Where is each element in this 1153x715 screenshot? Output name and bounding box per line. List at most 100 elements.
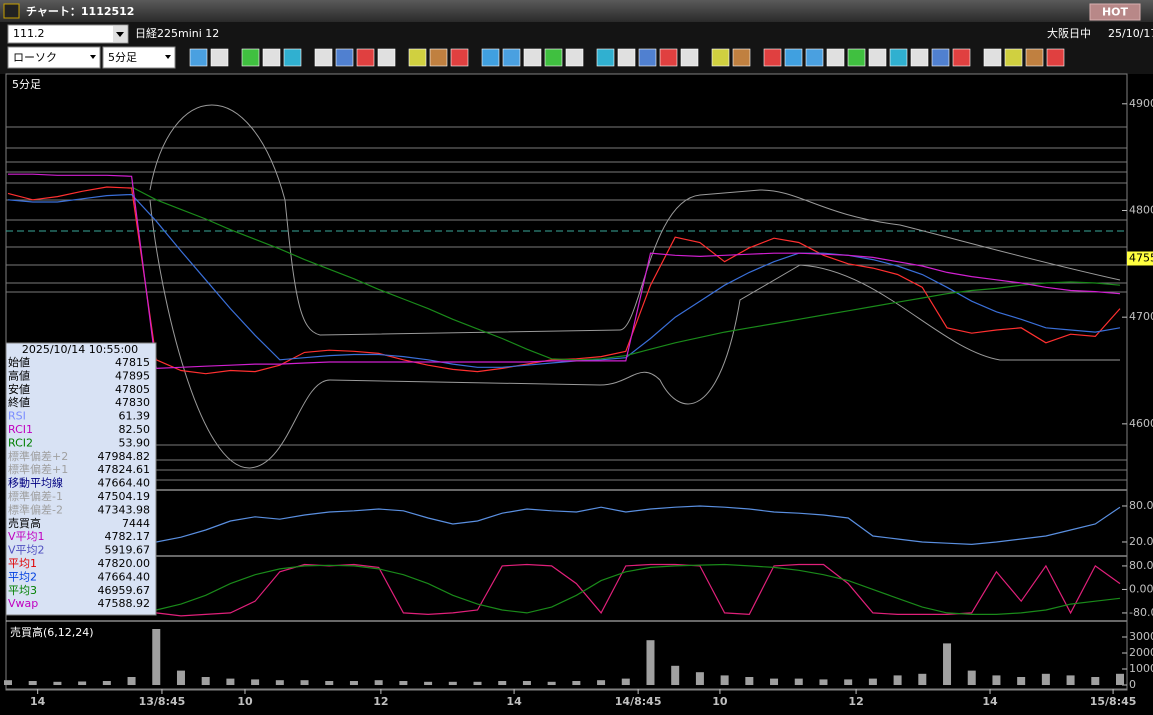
info-value: 46959.67: [98, 584, 151, 597]
volume-bar: [325, 681, 334, 686]
info-value: 7444: [122, 517, 150, 530]
x-tick-label: 10: [237, 695, 253, 708]
info-value: 82.50: [119, 423, 151, 436]
info-label: 平均1: [8, 557, 37, 570]
y-tick-label: -80.0: [1129, 606, 1153, 619]
toolbar-icon[interactable]: [565, 48, 584, 67]
info-label: 標準偏差-2: [8, 502, 63, 516]
y-tick-label: 0: [1129, 678, 1136, 691]
info-label: 始値: [8, 355, 30, 369]
hot-button[interactable]: [1089, 3, 1141, 21]
toolbar-icon[interactable]: [481, 48, 500, 67]
volume-bar: [646, 640, 655, 686]
panel-label: 5分足: [12, 78, 41, 91]
volume-bar: [1091, 677, 1100, 686]
toolbar-icon[interactable]: [544, 48, 563, 67]
y-tick-label: 0.00: [1129, 582, 1153, 595]
volume-bar: [424, 681, 433, 686]
toolbar-icon[interactable]: [847, 48, 866, 67]
info-label: RSI: [8, 410, 26, 423]
toolbar-icon[interactable]: [983, 48, 1002, 67]
toolbar-icon[interactable]: [931, 48, 950, 67]
series-line: [131, 186, 1121, 361]
toolbar-icon[interactable]: [763, 48, 782, 67]
volume-bar: [53, 681, 62, 686]
y-tick-label: 3000: [1129, 630, 1153, 643]
toolbar-icon[interactable]: [283, 48, 302, 67]
toolbar-icon[interactable]: [889, 48, 908, 67]
toolbar-icon[interactable]: [335, 48, 354, 67]
series-line: [7, 193, 1121, 368]
info-value: 47984.82: [98, 450, 151, 463]
code-text: 111.2: [13, 27, 45, 40]
y-tick-label: 80.0: [1129, 499, 1153, 512]
chart-type: ローソク: [13, 51, 57, 64]
toolbar-icon[interactable]: [805, 48, 824, 67]
info-label: 標準偏差-1: [8, 489, 63, 503]
volume-bar: [201, 677, 210, 686]
series-line: [8, 173, 1121, 370]
volume-bar: [102, 681, 111, 686]
toolbar-icon[interactable]: [659, 48, 678, 67]
volume-bar: [522, 681, 531, 686]
toolbar-icon[interactable]: [732, 48, 751, 67]
toolbar-icon[interactable]: [314, 48, 333, 67]
toolbar-icon[interactable]: [241, 48, 260, 67]
toolbar-icon[interactable]: [1046, 48, 1065, 67]
toolbar-icon[interactable]: [826, 48, 845, 67]
toolbar-icon[interactable]: [638, 48, 657, 67]
toolbar-icon[interactable]: [617, 48, 636, 67]
volume-bar: [473, 681, 482, 686]
toolbar-icon[interactable]: [1004, 48, 1023, 67]
info-label: 移動平均線: [8, 476, 63, 490]
info-label: V平均1: [8, 530, 45, 543]
chart-type-select[interactable]: [7, 46, 101, 69]
toolbar-icon[interactable]: [210, 48, 229, 67]
plots: 4900 4800 4700 4600 4755 80.0 20.0 80.0 0.00 -80.…: [4, 97, 1153, 708]
toolbar-icon[interactable]: [377, 48, 396, 67]
volume-bar: [300, 680, 309, 686]
volume-bar: [374, 680, 383, 686]
toolbar-icon[interactable]: [356, 48, 375, 67]
toolbar-icon[interactable]: [523, 48, 542, 67]
volume-bar: [448, 681, 457, 686]
info-value: 53.90: [119, 436, 151, 449]
code-input[interactable]: [7, 24, 129, 44]
volume-bar: [399, 681, 408, 686]
toolbar-icon[interactable]: [408, 48, 427, 67]
toolbar-icon[interactable]: [784, 48, 803, 67]
toolbar-icon[interactable]: [189, 48, 208, 67]
hot-label[interactable]: HOT: [1102, 6, 1129, 19]
volume-bar: [349, 681, 358, 686]
toolbar-icon[interactable]: [262, 48, 281, 67]
info-panel: [5, 342, 157, 616]
toolbar-icon[interactable]: [910, 48, 929, 67]
volume-bar: [794, 678, 803, 686]
toolbar-icon[interactable]: [868, 48, 887, 67]
info-value: 47830: [115, 396, 150, 409]
y-tick-label: 4800: [1129, 203, 1153, 216]
info-label: RCI2: [8, 436, 33, 449]
info-value: 47504.19: [98, 490, 151, 503]
volume-bar: [226, 678, 235, 686]
interval-select[interactable]: [102, 46, 176, 69]
session: 大阪日中: [1047, 26, 1091, 40]
x-tick-label: 15/8:45: [1090, 695, 1137, 708]
y-tick-label: 2000: [1129, 646, 1153, 659]
volume-bar: [868, 678, 877, 686]
info-value: 47664.40: [98, 477, 151, 490]
toolbar-icon[interactable]: [952, 48, 971, 67]
info-label: 安値: [8, 382, 30, 396]
interval: 5分足: [108, 51, 137, 64]
volume-bar: [918, 673, 927, 686]
toolbar-icon[interactable]: [502, 48, 521, 67]
toolbar-icon[interactable]: [429, 48, 448, 67]
info-value: 5919.67: [105, 544, 151, 557]
toolbar-icon[interactable]: [450, 48, 469, 67]
toolbar-icon[interactable]: [711, 48, 730, 67]
toolbar-icon[interactable]: [680, 48, 699, 67]
toolbar-icon[interactable]: [1025, 48, 1044, 67]
bollinger-bands: [149, 104, 1121, 469]
info-value: 47664.40: [98, 570, 151, 583]
toolbar-icon[interactable]: [596, 48, 615, 67]
